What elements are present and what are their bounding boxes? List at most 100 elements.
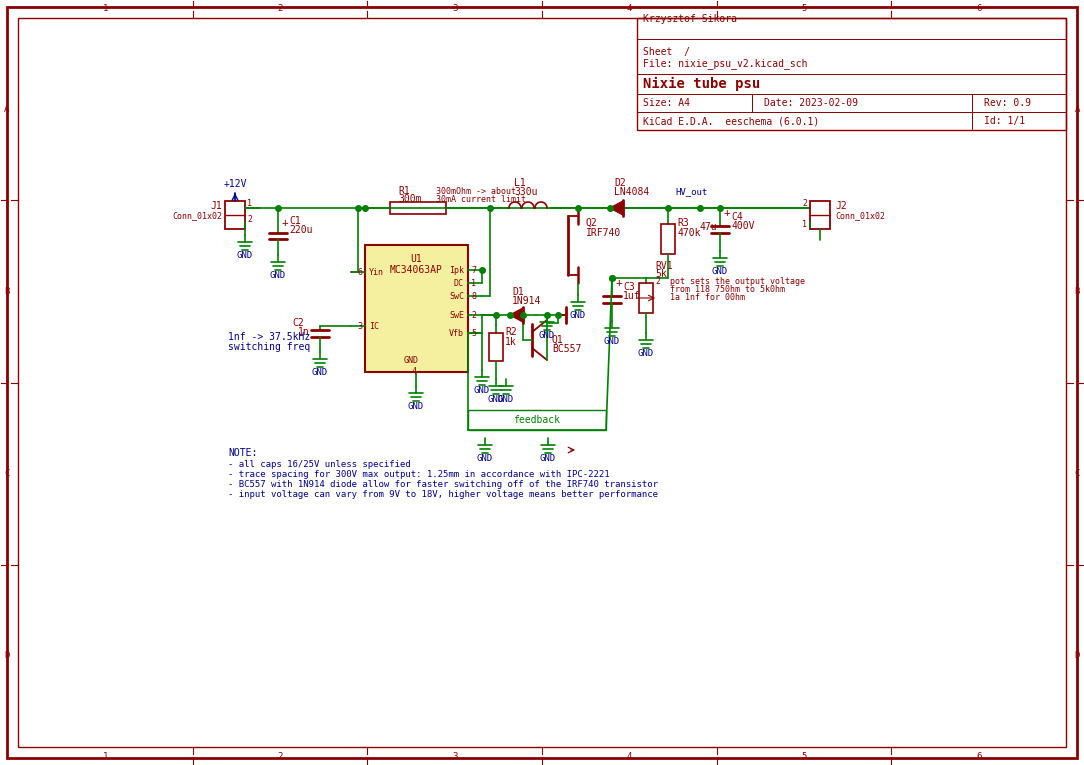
Bar (365, 245, 468, 372)
Text: GND: GND (712, 267, 728, 276)
Text: C: C (1074, 469, 1080, 478)
Text: 5k: 5k (655, 269, 667, 279)
Text: feedback: feedback (514, 415, 560, 425)
Text: 300mOhm -> about: 300mOhm -> about (436, 187, 516, 196)
Text: C1: C1 (289, 216, 300, 226)
Text: File: nixie_psu_v2.kicad_sch: File: nixie_psu_v2.kicad_sch (643, 59, 808, 70)
Text: GND: GND (474, 386, 490, 395)
Text: - BC557 with 1N914 diode allow for faster switching off of the IRF740 transistor: - BC557 with 1N914 diode allow for faste… (228, 480, 658, 489)
Text: C4: C4 (731, 212, 743, 222)
Text: BC557: BC557 (552, 344, 581, 354)
Text: 1: 1 (247, 198, 251, 207)
Text: 5: 5 (801, 752, 806, 761)
Text: 4: 4 (627, 752, 632, 761)
Text: U1: U1 (410, 254, 422, 264)
Text: D: D (4, 651, 10, 660)
Text: pot sets the output voltage: pot sets the output voltage (670, 277, 805, 286)
Text: 1: 1 (103, 4, 108, 13)
Text: Vfb: Vfb (449, 328, 464, 337)
Text: GND: GND (488, 395, 504, 404)
Text: 3: 3 (452, 752, 457, 761)
Text: +: + (616, 278, 622, 288)
Text: 1: 1 (472, 278, 476, 288)
Text: Size: A4: Size: A4 (643, 98, 691, 108)
Text: 2: 2 (278, 752, 283, 761)
Text: +: + (282, 218, 288, 228)
Text: J1: J1 (210, 201, 222, 211)
Bar (390, 202, 446, 214)
Text: GND: GND (638, 349, 654, 358)
Text: GND: GND (604, 337, 620, 346)
Text: - all caps 16/25V unless specified: - all caps 16/25V unless specified (228, 460, 411, 469)
Text: 8: 8 (472, 291, 476, 301)
Text: 4: 4 (412, 367, 416, 376)
Text: D1: D1 (512, 287, 524, 297)
Text: R2: R2 (505, 327, 517, 337)
Polygon shape (509, 308, 522, 322)
Text: 2: 2 (247, 214, 251, 223)
Text: - input voltage can vary from 9V to 18V, higher voltage means better performance: - input voltage can vary from 9V to 18V,… (228, 490, 658, 499)
Text: NOTE:: NOTE: (228, 448, 257, 458)
Text: 1k: 1k (505, 337, 517, 347)
Text: 7: 7 (472, 265, 476, 275)
Text: 47u: 47u (700, 222, 718, 232)
Text: Conn_01x02: Conn_01x02 (835, 211, 885, 220)
Bar (810, 201, 830, 229)
Text: B: B (4, 287, 10, 296)
Text: Krzysztof Sikora: Krzysztof Sikora (643, 14, 737, 24)
Text: 400V: 400V (731, 221, 754, 231)
Text: SwE: SwE (449, 311, 464, 320)
Text: RV1: RV1 (655, 261, 673, 271)
Text: Ipk: Ipk (449, 265, 464, 275)
Bar (225, 201, 245, 229)
Text: D: D (1074, 651, 1080, 660)
Text: 3: 3 (452, 4, 457, 13)
Text: GND: GND (312, 368, 328, 377)
Text: C: C (4, 469, 10, 478)
Text: J2: J2 (835, 201, 847, 211)
Text: Q2: Q2 (586, 218, 597, 228)
Text: 330u: 330u (514, 187, 538, 197)
Text: Yin: Yin (369, 268, 384, 276)
Text: 470k: 470k (678, 228, 700, 238)
Text: GND: GND (570, 311, 586, 320)
Text: 1nf -> 37.5kHz: 1nf -> 37.5kHz (228, 332, 310, 342)
Text: IC: IC (369, 321, 379, 330)
Bar (489, 333, 503, 361)
Text: 2: 2 (278, 4, 283, 13)
Text: 6: 6 (976, 752, 981, 761)
Text: 2: 2 (472, 311, 476, 320)
Text: SwC: SwC (449, 291, 464, 301)
Text: GND: GND (498, 395, 514, 404)
Text: LN4084: LN4084 (614, 187, 649, 197)
Text: 4: 4 (627, 4, 632, 13)
Text: Q1: Q1 (552, 335, 564, 345)
Text: MC34063AP: MC34063AP (389, 265, 442, 275)
Bar (661, 224, 675, 254)
Text: 300m: 300m (398, 194, 422, 204)
Text: - trace spacing for 300V max output: 1.25mm in accordance with IPC-2221: - trace spacing for 300V max output: 1.2… (228, 470, 609, 479)
Text: GND: GND (403, 356, 418, 365)
Text: 1uf: 1uf (623, 291, 641, 301)
Text: GND: GND (477, 454, 493, 463)
Bar (468, 410, 606, 430)
Text: D2: D2 (614, 178, 625, 188)
Bar (638, 283, 653, 313)
Text: C3: C3 (623, 282, 635, 292)
Text: Nixie tube psu: Nixie tube psu (643, 77, 760, 91)
Text: from 118 750hm to 5k0hm: from 118 750hm to 5k0hm (670, 285, 785, 294)
Text: 220u: 220u (289, 225, 312, 235)
Text: KiCad E.D.A.  eeschema (6.0.1): KiCad E.D.A. eeschema (6.0.1) (643, 116, 820, 126)
Text: 2: 2 (802, 198, 806, 207)
Text: L1: L1 (514, 178, 526, 188)
Text: 3: 3 (357, 321, 362, 330)
Text: IRF740: IRF740 (586, 228, 621, 238)
Text: 1: 1 (802, 220, 806, 229)
Text: Sheet  /: Sheet / (643, 47, 691, 57)
Text: switching freq: switching freq (228, 342, 310, 352)
Text: 1n: 1n (298, 327, 310, 337)
Text: 5: 5 (472, 328, 476, 337)
Text: GND: GND (408, 402, 424, 411)
Text: C2: C2 (292, 318, 304, 328)
Text: Date: 2023-02-09: Date: 2023-02-09 (764, 98, 859, 108)
